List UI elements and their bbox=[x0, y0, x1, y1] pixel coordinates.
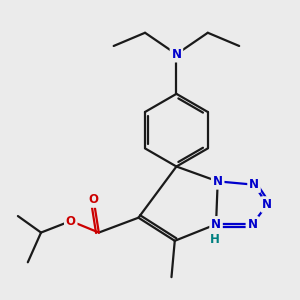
Text: N: N bbox=[248, 218, 257, 231]
Text: N: N bbox=[211, 218, 221, 231]
Text: N: N bbox=[262, 198, 272, 211]
Text: N: N bbox=[249, 178, 259, 191]
Text: N: N bbox=[171, 48, 182, 61]
Text: O: O bbox=[89, 193, 99, 206]
Text: O: O bbox=[66, 214, 76, 227]
Text: N: N bbox=[213, 175, 223, 188]
Text: H: H bbox=[209, 233, 219, 246]
